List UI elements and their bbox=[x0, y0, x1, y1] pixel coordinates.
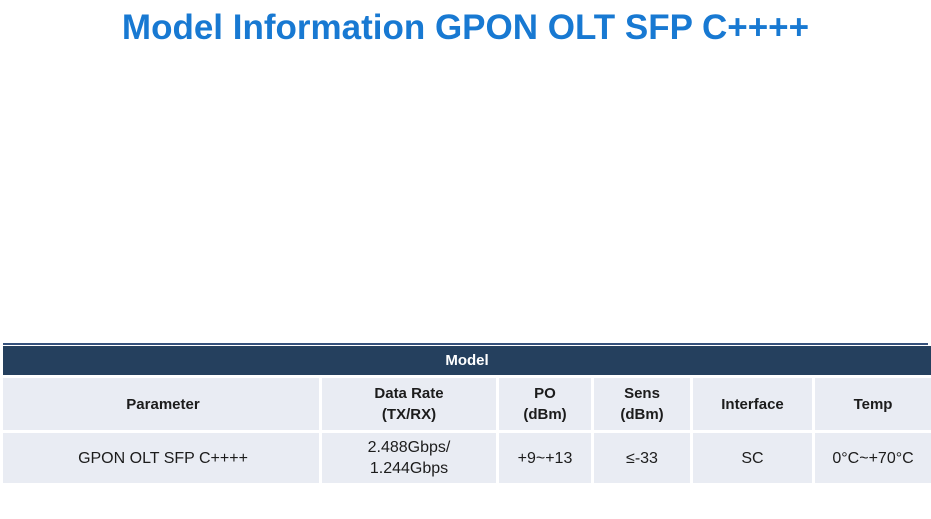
table-caption: Model bbox=[0, 346, 931, 378]
cell-parameter-value: GPON OLT SFP C++++ bbox=[0, 430, 322, 486]
col-header-sens-dbm: Sens (dBm) bbox=[591, 375, 693, 433]
cell-temp-value: 0°C~+70°C bbox=[811, 430, 931, 486]
page-title: Model Information GPON OLT SFP C++++ bbox=[121, 8, 810, 47]
col-header-temp: Temp bbox=[811, 375, 931, 433]
cell-interface-value: SC bbox=[690, 430, 815, 486]
table-top-border-line bbox=[3, 343, 928, 345]
cell-po-value: +9~+13 bbox=[496, 430, 594, 486]
table-header-row: Parameter Data Rate (TX/RX) PO (dBm) Sen… bbox=[0, 375, 931, 433]
col-header-po-dbm: PO (dBm) bbox=[496, 375, 594, 433]
table-row: GPON OLT SFP C++++ 2.488Gbps/ 1.244Gbps … bbox=[0, 430, 931, 486]
col-header-data-rate: Data Rate (TX/RX) bbox=[319, 375, 499, 433]
col-header-interface: Interface bbox=[690, 375, 815, 433]
cell-sens-value: ≤-33 bbox=[591, 430, 693, 486]
model-spec-table: Model Parameter Data Rate (TX/RX) PO (dB… bbox=[0, 346, 931, 486]
table-caption-row: Model bbox=[0, 346, 931, 378]
col-header-parameter: Parameter bbox=[0, 375, 322, 433]
cell-data-rate-value: 2.488Gbps/ 1.244Gbps bbox=[319, 430, 499, 486]
